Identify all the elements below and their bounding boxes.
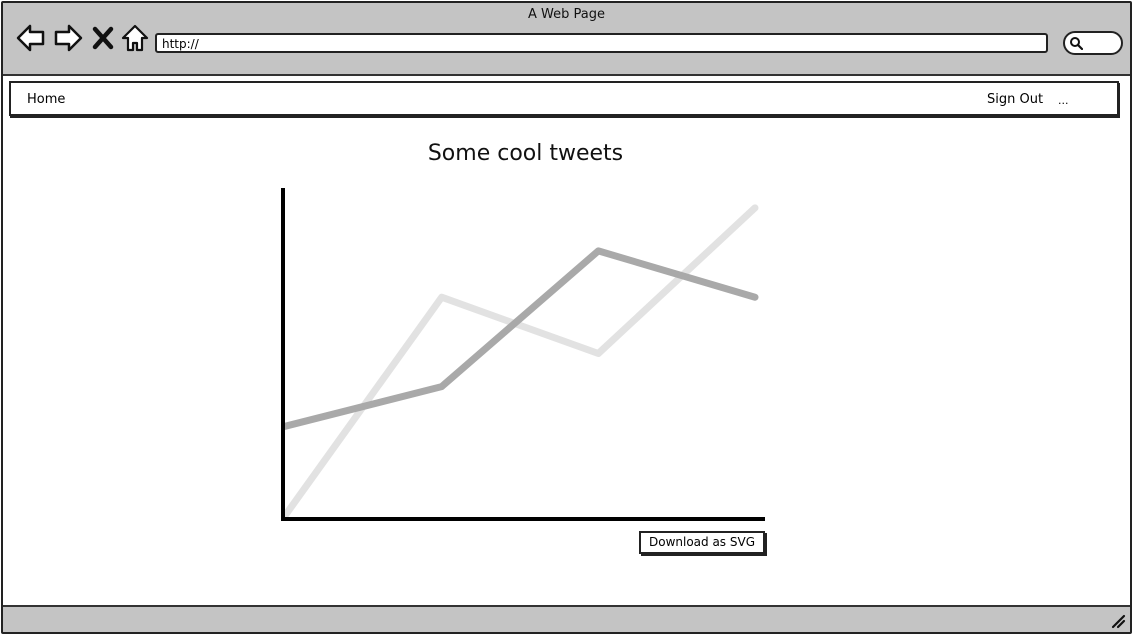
- series-line-1: [281, 247, 759, 430]
- title-bar: A Web Page http://: [3, 3, 1130, 76]
- download-svg-button[interactable]: Download as SVG: [639, 531, 765, 554]
- close-x-icon[interactable]: [91, 26, 115, 50]
- url-input[interactable]: http://: [155, 33, 1048, 53]
- search-input[interactable]: [1063, 31, 1123, 55]
- menu-bar: Home Sign Out ...: [9, 81, 1119, 116]
- search-icon: [1070, 37, 1083, 50]
- menu-item-sign-out[interactable]: Sign Out: [987, 92, 1044, 107]
- series-line-2: [281, 204, 759, 520]
- home-icon[interactable]: [120, 23, 150, 53]
- resize-grip-icon[interactable]: [1110, 613, 1126, 629]
- window-title: A Web Page: [528, 7, 605, 22]
- page-title: Some cool tweets: [427, 141, 624, 166]
- back-arrow-icon[interactable]: [16, 23, 46, 53]
- tweets-line-chart: [281, 188, 765, 521]
- status-bar: [3, 605, 1130, 632]
- forward-arrow-icon[interactable]: [53, 23, 83, 53]
- menu-item-more[interactable]: ...: [1058, 94, 1069, 107]
- menu-item-home[interactable]: Home: [27, 92, 66, 107]
